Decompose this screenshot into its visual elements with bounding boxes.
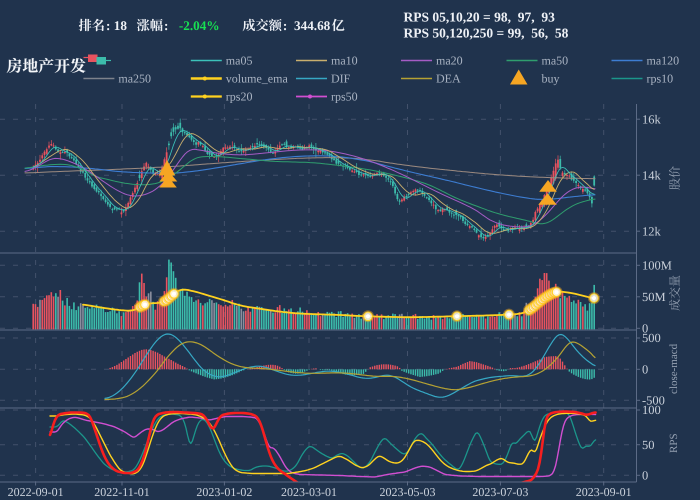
- svg-text:RPS: RPS: [668, 433, 680, 453]
- svg-text:100: 100: [642, 403, 661, 417]
- svg-text:2023-05-03: 2023-05-03: [380, 485, 436, 499]
- svg-text:50M: 50M: [642, 290, 666, 304]
- svg-text:2022-11-01: 2022-11-01: [94, 485, 150, 499]
- svg-text:344.68: 344.68: [294, 18, 331, 33]
- svg-text:ma50: ma50: [542, 54, 569, 68]
- svg-text:-500: -500: [642, 394, 665, 408]
- svg-text:0: 0: [642, 322, 648, 336]
- svg-text:ma05: ma05: [226, 54, 253, 68]
- svg-text:-2.04%: -2.04%: [179, 18, 220, 33]
- svg-text:2023-01-02: 2023-01-02: [196, 485, 252, 499]
- svg-text:rps20: rps20: [226, 90, 253, 104]
- svg-text:RPS 50,120,250 = 99, 56, 58: RPS 50,120,250 = 99, 56, 58: [404, 26, 569, 41]
- svg-text:ma250: ma250: [118, 72, 151, 86]
- svg-text:500: 500: [642, 331, 661, 345]
- svg-text:0: 0: [642, 363, 648, 377]
- svg-text::: :: [164, 18, 168, 33]
- svg-text:14k: 14k: [642, 168, 662, 182]
- svg-text:volume_ema: volume_ema: [226, 72, 289, 86]
- svg-text:DIF: DIF: [331, 72, 351, 86]
- svg-text:12k: 12k: [642, 224, 662, 238]
- svg-text::: :: [283, 18, 287, 33]
- svg-text:DEA: DEA: [436, 72, 461, 86]
- svg-text:2023-09-01: 2023-09-01: [576, 485, 632, 499]
- svg-text:2022-09-01: 2022-09-01: [8, 485, 64, 499]
- svg-text:ma120: ma120: [647, 54, 680, 68]
- svg-text:2023-07-03: 2023-07-03: [472, 485, 528, 499]
- svg-text:2023-03-01: 2023-03-01: [281, 485, 337, 499]
- svg-text:16k: 16k: [642, 112, 662, 126]
- svg-text:100M: 100M: [642, 259, 672, 273]
- svg-text:18: 18: [114, 18, 128, 33]
- svg-text:ma20: ma20: [436, 54, 463, 68]
- svg-text:0: 0: [642, 469, 648, 483]
- svg-text:buy: buy: [542, 72, 560, 86]
- svg-text:rps10: rps10: [647, 72, 674, 86]
- svg-text:close-macd: close-macd: [668, 343, 680, 394]
- svg-text:RPS 05,10,20 = 98, 97, 93: RPS 05,10,20 = 98, 97, 93: [404, 10, 556, 25]
- svg-text:ma10: ma10: [331, 54, 358, 68]
- svg-text:rps50: rps50: [331, 90, 358, 104]
- svg-text::: :: [106, 18, 110, 33]
- svg-text:50: 50: [642, 438, 655, 452]
